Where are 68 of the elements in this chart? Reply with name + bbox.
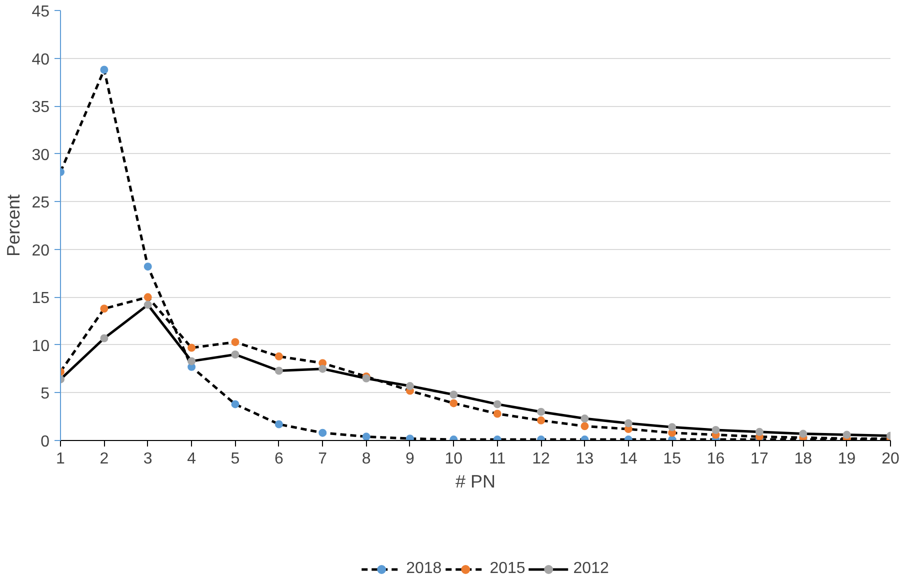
y-tick-label: 0 [40,434,50,450]
point [144,293,152,302]
point [712,426,720,434]
x-tick-label: 12 [532,450,550,468]
point [100,304,108,313]
x-tick-label: 3 [143,450,152,468]
x-tick-label: 8 [362,450,371,468]
y-tick-label: 30 [32,146,50,164]
y-tick-label: 40 [32,51,50,68]
point [318,428,327,437]
x-tick-label: 9 [406,450,415,468]
x-axis-title: # PN [455,472,496,492]
point [362,432,370,440]
point [274,420,283,428]
point [406,434,414,440]
point [406,382,414,390]
point [274,366,283,375]
x-tick-label: 16 [706,450,725,468]
point [537,416,546,424]
x-tick-label: 7 [318,450,328,468]
point [144,300,152,309]
x-tick-label: 5 [230,450,240,468]
point [668,423,676,432]
legend-label: 2012 [573,560,609,578]
point [144,262,152,271]
legend-label: 2015 [490,560,526,578]
x-tick-label: 1 [56,450,66,468]
point [100,334,108,342]
point [450,390,458,399]
point [188,357,196,366]
x-tick-label: 18 [794,450,812,468]
x-tick-label: 20 [882,450,900,468]
y-tick-label: 10 [32,338,50,355]
x-tick-label: 15 [663,450,682,468]
x-tick-label: 13 [576,450,594,468]
point [799,430,808,438]
x-tick-label: 19 [838,450,856,468]
point [580,422,589,430]
point [624,419,632,428]
point [537,408,546,416]
legend-label: 2018 [406,560,442,578]
point [755,428,764,436]
y-tick-label: 35 [32,99,50,116]
point [580,414,589,423]
point [318,364,327,373]
y-tick-label: 15 [32,290,50,308]
y-axis-title: Percent [4,194,24,257]
y-tick-label: 45 [32,4,50,20]
point [231,350,240,358]
x-tick-label: 10 [444,450,463,468]
point [493,400,502,408]
y-tick-label: 25 [32,194,50,212]
x-tick-label: 17 [750,450,768,468]
point [231,400,240,408]
x-tick-label: 2 [100,450,109,468]
point [450,399,458,408]
x-tick-label: 6 [274,450,284,468]
point [188,344,196,352]
x-tick-label: 14 [619,450,638,468]
y-tick-label: 20 [32,242,50,260]
point [100,66,108,74]
point [274,352,283,360]
point [493,410,502,418]
point [231,338,240,346]
y-tick-label: 5 [40,386,50,403]
x-tick-label: 4 [187,450,196,468]
x-tick-label: 11 [489,450,506,468]
point [842,430,851,439]
